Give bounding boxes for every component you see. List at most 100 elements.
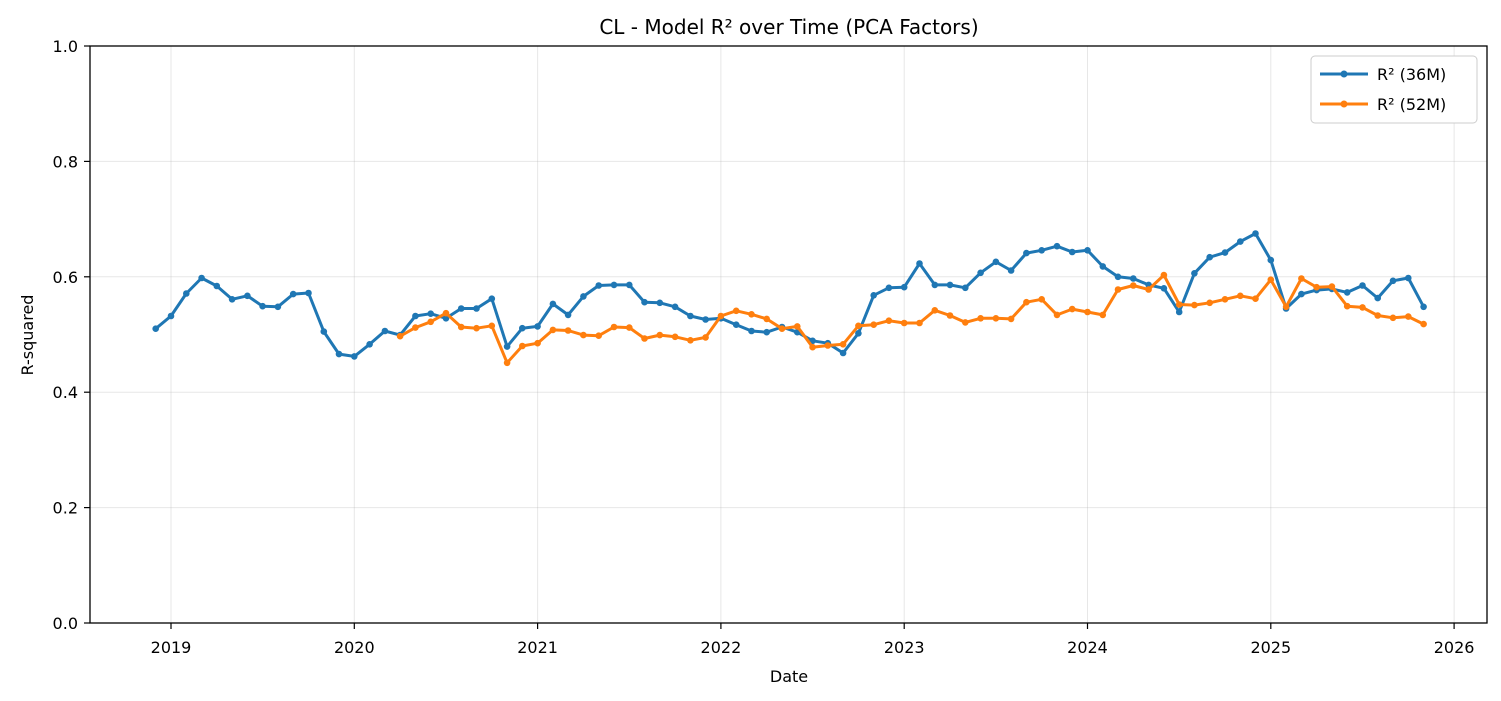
legend-marker-36m [1340, 70, 1348, 78]
data-point-52m [626, 324, 633, 331]
data-point-52m [1405, 313, 1412, 320]
x-tick-label: 2020 [334, 638, 375, 657]
data-point-52m [839, 341, 847, 348]
data-point-36m [213, 282, 221, 290]
data-point-52m [1160, 271, 1168, 279]
data-point-36m [702, 316, 709, 323]
y-tick-label: 0.6 [53, 268, 78, 287]
data-point-52m [931, 307, 939, 314]
data-point-36m [1114, 273, 1122, 281]
x-tick-label: 2024 [1067, 638, 1108, 657]
data-point-52m [794, 323, 801, 330]
data-point-52m [977, 315, 984, 322]
x-tick-label: 2023 [884, 638, 925, 657]
data-point-36m [1206, 253, 1213, 261]
data-point-52m [1420, 320, 1427, 328]
data-point-36m [335, 350, 343, 358]
data-point-36m [1175, 308, 1183, 316]
data-point-52m [641, 335, 648, 342]
data-point-52m [595, 332, 602, 340]
data-point-52m [656, 331, 664, 339]
data-point-36m [885, 284, 893, 292]
data-point-52m [1114, 286, 1122, 293]
data-point-36m [1099, 263, 1107, 270]
data-point-52m [503, 359, 511, 367]
data-point-52m [1237, 292, 1244, 300]
data-point-36m [228, 296, 236, 303]
data-point-36m [564, 311, 572, 319]
data-point-36m [1359, 282, 1366, 289]
data-point-36m [534, 323, 541, 330]
data-point-52m [564, 327, 572, 334]
data-point-52m [732, 307, 740, 315]
data-point-52m [748, 311, 755, 318]
y-tick-label: 0.8 [53, 152, 78, 171]
data-point-36m [580, 293, 587, 300]
data-point-36m [167, 312, 175, 320]
data-point-52m [1389, 314, 1397, 322]
data-point-36m [839, 349, 847, 357]
data-point-36m [1374, 294, 1381, 302]
data-point-36m [626, 281, 633, 289]
data-point-52m [412, 324, 419, 331]
series-layer [152, 230, 1427, 367]
data-point-36m [351, 353, 358, 360]
data-point-36m [1053, 242, 1061, 250]
x-tick-label: 2019 [151, 638, 192, 657]
data-point-36m [763, 328, 770, 336]
data-point-52m [1068, 305, 1076, 313]
data-point-52m [824, 342, 832, 349]
data-point-36m [1038, 247, 1045, 254]
data-point-36m [641, 298, 648, 306]
y-axis-label: R-squared [18, 295, 37, 376]
data-point-52m [1053, 311, 1061, 319]
data-point-36m [274, 303, 282, 311]
data-point-36m [1007, 267, 1015, 274]
data-point-52m [1038, 296, 1045, 303]
data-point-36m [549, 300, 557, 308]
data-point-52m [580, 331, 587, 339]
data-point-52m [870, 321, 877, 329]
data-point-36m [855, 330, 862, 337]
data-point-36m [244, 292, 251, 300]
data-point-36m [503, 343, 511, 350]
data-point-52m [885, 317, 893, 325]
data-point-52m [1313, 283, 1320, 291]
data-point-52m [442, 309, 450, 317]
y-tick-label: 0.0 [53, 614, 78, 633]
data-point-52m [1298, 275, 1305, 282]
data-point-52m [1206, 299, 1213, 307]
data-point-52m [1267, 276, 1275, 284]
data-point-52m [1343, 302, 1351, 310]
data-point-52m [809, 343, 816, 351]
data-point-52m [519, 342, 526, 350]
data-point-36m [1130, 275, 1137, 282]
data-point-36m [183, 290, 190, 297]
data-point-36m [412, 312, 419, 320]
data-point-52m [1023, 298, 1030, 306]
data-point-36m [198, 274, 205, 282]
data-point-52m [1175, 301, 1183, 308]
data-point-52m [1007, 315, 1015, 323]
data-point-52m [1145, 286, 1152, 293]
data-point-52m [610, 323, 618, 331]
data-point-36m [870, 292, 877, 299]
data-point-52m [900, 319, 908, 327]
axes: 2019 2020 2021 2022 2023 2024 2025 2026 0.0 0.2 0.… [53, 37, 1475, 657]
data-point-36m [748, 327, 755, 335]
data-point-36m [1068, 248, 1076, 256]
data-point-36m [427, 310, 435, 318]
data-point-36m [1191, 270, 1198, 277]
data-point-36m [962, 284, 969, 292]
data-point-52m [717, 312, 725, 320]
x-tick-label: 2022 [701, 638, 742, 657]
data-point-36m [473, 305, 480, 312]
data-point-36m [488, 295, 496, 303]
data-point-36m [1221, 249, 1229, 256]
data-point-36m [610, 281, 618, 289]
legend-label-36m: R² (36M) [1377, 65, 1446, 84]
data-point-36m [946, 281, 954, 289]
data-point-36m [152, 325, 159, 333]
data-point-36m [656, 299, 664, 307]
